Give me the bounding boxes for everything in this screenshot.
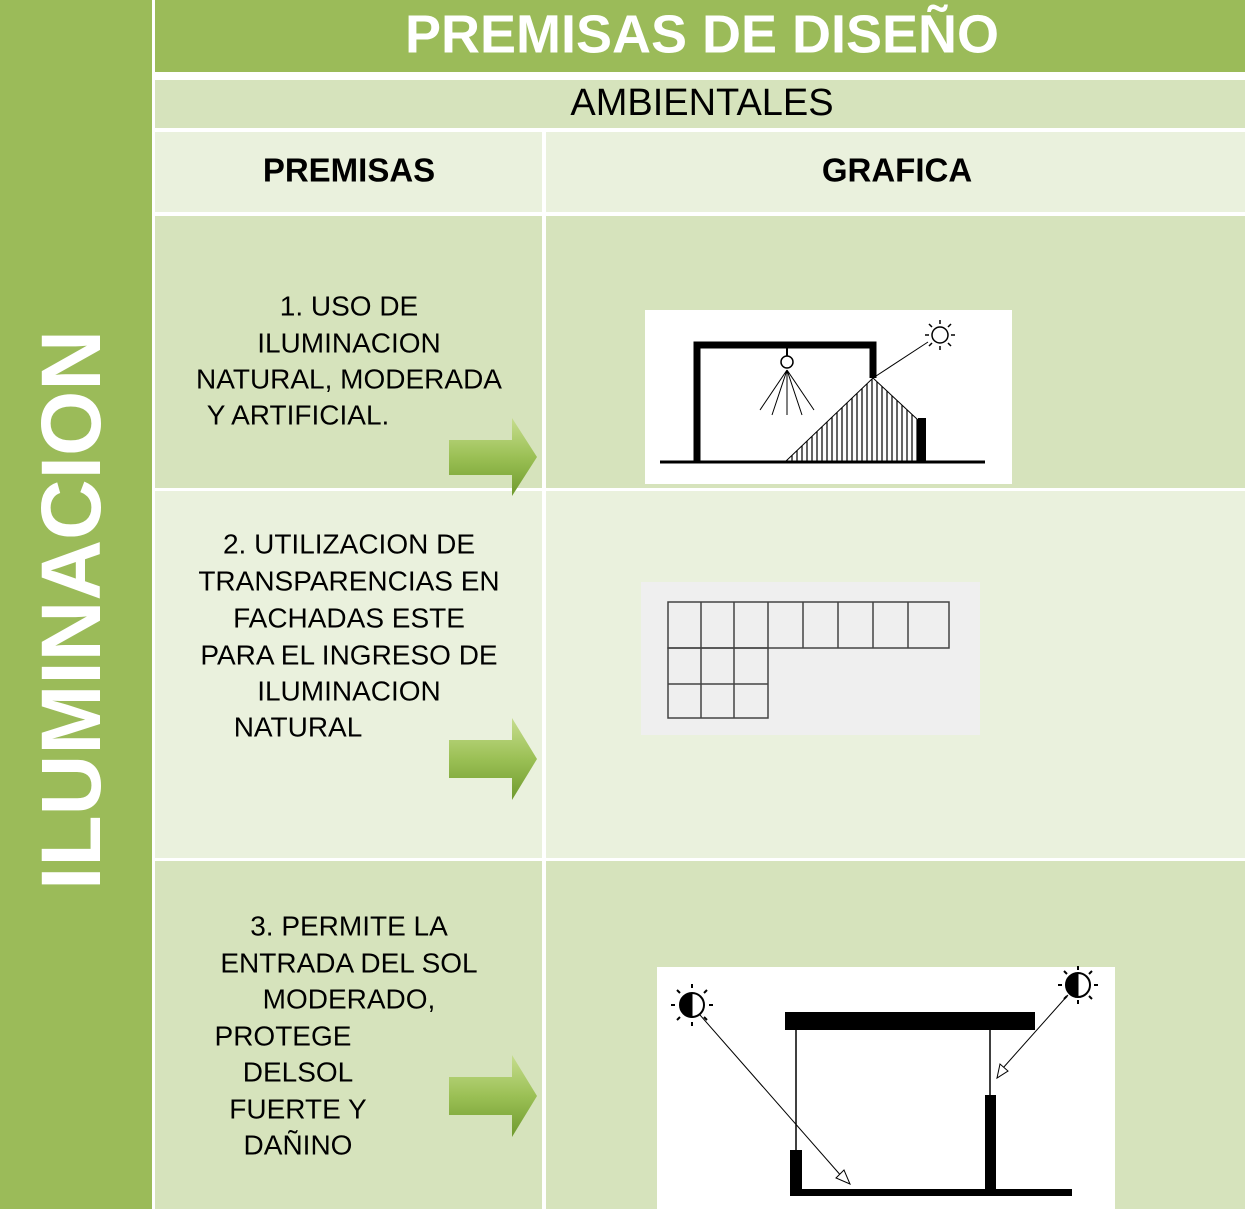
premise-line: ILUMINACION bbox=[257, 327, 441, 358]
premise-line: PARA EL INGRESO DE bbox=[200, 639, 497, 670]
side-label: ILUMINACION bbox=[24, 330, 118, 890]
premise-line: NATURAL, MODERADA bbox=[196, 363, 502, 394]
premise-line: Y ARTIFICIAL. bbox=[207, 399, 390, 430]
premise-line: PROTEGE bbox=[215, 1020, 352, 1051]
premise-line: DAÑINO bbox=[244, 1129, 353, 1160]
premise-line: 2. UTILIZACION DE bbox=[223, 528, 475, 559]
arrow-icon bbox=[449, 718, 537, 800]
column-header: GRAFICA bbox=[822, 152, 972, 189]
col-head-cell bbox=[546, 132, 1245, 212]
arrow-icon bbox=[449, 418, 537, 496]
header-subtitle: AMBIENTALES bbox=[570, 82, 833, 124]
side-band bbox=[0, 0, 152, 1209]
premise-line: ILUMINACION bbox=[257, 675, 441, 706]
header-band bbox=[155, 0, 1245, 72]
row-cell bbox=[155, 491, 542, 858]
row-cell bbox=[155, 861, 542, 1209]
premise-line: FACHADAS ESTE bbox=[233, 602, 465, 633]
premise-line: 3. PERMITE LA bbox=[250, 910, 448, 941]
arrow-icon bbox=[449, 1055, 537, 1137]
lighting-diagram bbox=[645, 310, 1012, 484]
premise-line: TRANSPARENCIAS EN bbox=[198, 565, 499, 596]
premise-line: NATURAL bbox=[234, 711, 363, 742]
column-header: PREMISAS bbox=[263, 152, 435, 189]
facade-grid-diagram bbox=[641, 582, 980, 735]
col-head-cell bbox=[155, 132, 542, 212]
sun-protection-diagram bbox=[657, 966, 1115, 1209]
premise-line: 1. USO DE bbox=[280, 290, 418, 321]
premise-line: ENTRADA DEL SOL bbox=[220, 947, 477, 978]
premise-line: FUERTE Y bbox=[229, 1093, 367, 1124]
header-title: PREMISAS DE DISEÑO bbox=[405, 4, 999, 64]
premise-line: MODERADO, bbox=[263, 983, 436, 1014]
premise-line: DELSOL bbox=[243, 1056, 354, 1087]
subheader-band bbox=[155, 80, 1245, 128]
